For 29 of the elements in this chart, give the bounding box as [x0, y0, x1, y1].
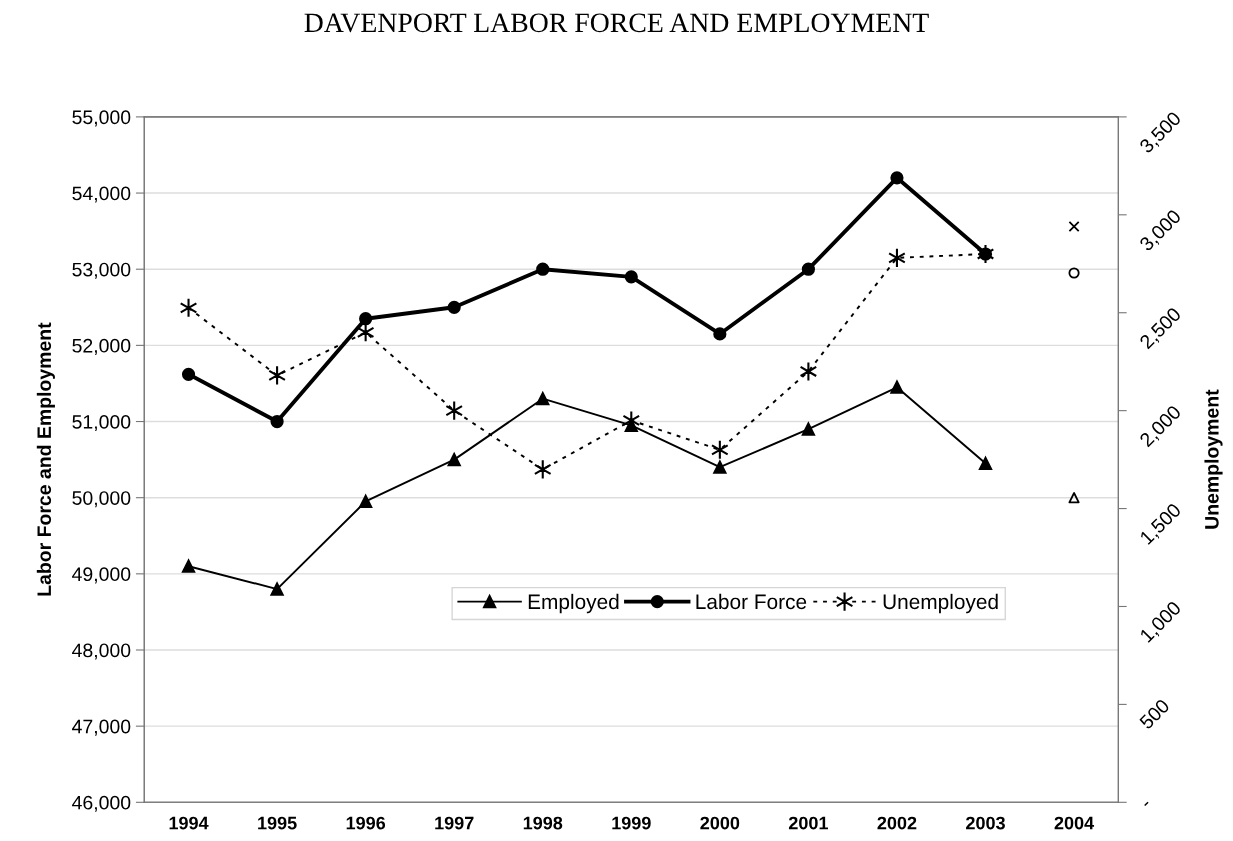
- y-tick-label: 55,000: [72, 110, 131, 127]
- y-tick-label: 51,000: [72, 415, 131, 432]
- y-tick-label: 54,000: [72, 186, 131, 203]
- x-tick-label: 2004: [1054, 816, 1095, 830]
- y2-tick-label: -: [1144, 801, 1149, 807]
- y-tick-label: 46,000: [72, 795, 131, 812]
- y-tick-label: 50,000: [72, 491, 131, 508]
- y-tick-label: 53,000: [72, 262, 131, 279]
- x-tick-label: 2000: [700, 816, 740, 830]
- x-tick-label: 2002: [877, 816, 917, 830]
- x-tick-label: 2001: [788, 816, 828, 830]
- legend-label: Labor Force: [696, 593, 807, 610]
- y-axis-title: Labor Force and Employment: [36, 322, 55, 596]
- x-tick-label: 1997: [435, 816, 474, 830]
- y-tick-label: 52,000: [72, 338, 131, 355]
- y-tick-label: 47,000: [72, 719, 131, 736]
- x-tick-label: 1996: [346, 816, 386, 830]
- legend-label: Employed: [528, 593, 619, 614]
- x-tick-label: 1998: [523, 816, 563, 830]
- chart-title: DAVENPORT LABOR FORCE AND EMPLOYMENT: [304, 13, 929, 33]
- y2-tick-label: 500: [1138, 698, 1171, 730]
- x-tick-label: 2003: [966, 816, 1005, 830]
- y-tick-label: 48,000: [72, 643, 131, 660]
- y-tick-label: 49,000: [72, 567, 131, 584]
- legend-label: Unemployed: [883, 593, 998, 614]
- y2-axis-title: Unemployment: [1204, 389, 1223, 529]
- x-tick-label: 1994: [169, 816, 209, 830]
- x-tick-label: 1995: [258, 816, 297, 830]
- x-tick-label: 1999: [612, 816, 651, 830]
